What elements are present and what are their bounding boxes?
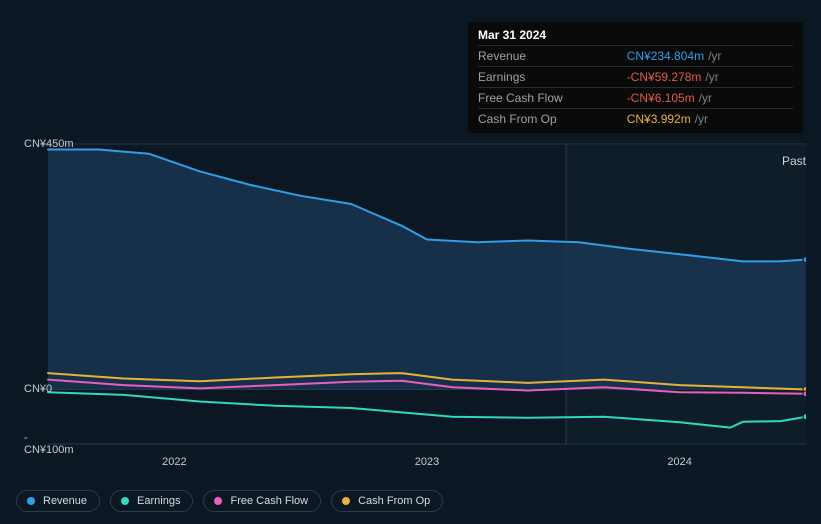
legend-item-earnings[interactable]: Earnings bbox=[110, 490, 193, 512]
x-axis-label: 2022 bbox=[162, 456, 186, 468]
legend-label: Earnings bbox=[137, 495, 180, 507]
past-label: Past bbox=[782, 154, 806, 168]
legend-label: Revenue bbox=[43, 495, 87, 507]
hover-tooltip: Mar 31 2024 RevenueCN¥234.804m/yrEarning… bbox=[468, 22, 803, 133]
legend-item-free-cash-flow[interactable]: Free Cash Flow bbox=[203, 490, 321, 512]
legend-label: Free Cash Flow bbox=[230, 495, 308, 507]
legend-dot-icon bbox=[121, 497, 129, 505]
x-axis-label: 2024 bbox=[667, 456, 691, 468]
tooltip-row: RevenueCN¥234.804m/yr bbox=[478, 46, 793, 67]
tooltip-row-name: Free Cash Flow bbox=[478, 88, 627, 109]
tooltip-row: Free Cash Flow-CN¥6.105m/yr bbox=[478, 88, 793, 109]
tooltip-table: RevenueCN¥234.804m/yrEarnings-CN¥59.278m… bbox=[478, 45, 793, 129]
legend-dot-icon bbox=[342, 497, 350, 505]
y-axis-label: CN¥450m bbox=[16, 138, 46, 150]
chart-svg bbox=[16, 124, 806, 464]
legend: Revenue Earnings Free Cash Flow Cash From O… bbox=[16, 490, 443, 512]
tooltip-date: Mar 31 2024 bbox=[478, 28, 793, 45]
legend-dot-icon bbox=[27, 497, 35, 505]
tooltip-row: Earnings-CN¥59.278m/yr bbox=[478, 67, 793, 88]
legend-item-revenue[interactable]: Revenue bbox=[16, 490, 100, 512]
tooltip-row-value: -CN¥6.105m/yr bbox=[627, 88, 793, 109]
y-axis-label: CN¥0 bbox=[16, 383, 46, 395]
legend-item-cash-from-op[interactable]: Cash From Op bbox=[331, 490, 443, 512]
x-axis-label: 2023 bbox=[415, 456, 439, 468]
tooltip-row-name: Earnings bbox=[478, 67, 627, 88]
chart-area[interactable]: CN¥450mCN¥0-CN¥100mPast202220232024 bbox=[16, 124, 806, 464]
tooltip-row-value: CN¥234.804m/yr bbox=[627, 46, 793, 67]
tooltip-row-name: Revenue bbox=[478, 46, 627, 67]
y-axis-label: -CN¥100m bbox=[16, 432, 46, 456]
legend-dot-icon bbox=[214, 497, 222, 505]
legend-label: Cash From Op bbox=[358, 495, 430, 507]
tooltip-row-value: -CN¥59.278m/yr bbox=[627, 67, 793, 88]
